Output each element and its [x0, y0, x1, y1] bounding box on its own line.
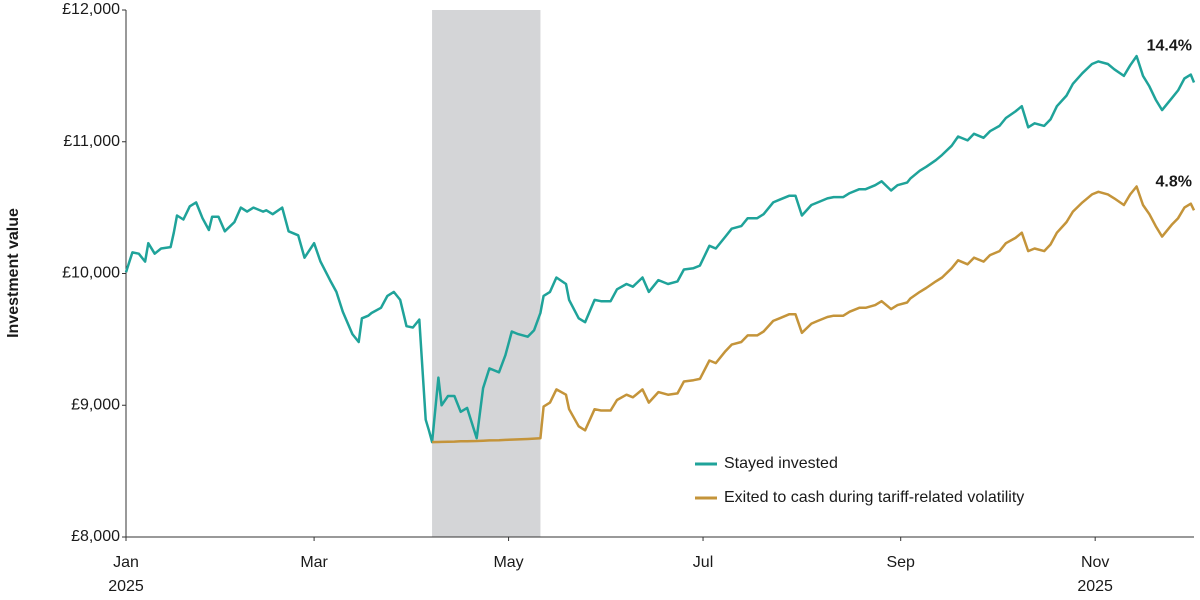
- x-tick-label: Sep: [886, 554, 915, 571]
- x-tick-label: Nov: [1081, 554, 1109, 571]
- legend-label: Stayed invested: [724, 455, 838, 472]
- x-tick-year: 2025: [1077, 578, 1113, 595]
- y-tick-label: £8,000: [71, 528, 120, 545]
- end-label: 4.8%: [1156, 173, 1192, 190]
- y-tick-label: £12,000: [62, 1, 120, 18]
- end-label: 14.4%: [1147, 38, 1192, 55]
- y-axis-label: Investment value: [5, 208, 22, 338]
- y-tick-label: £10,000: [62, 265, 120, 282]
- x-tick-label: May: [493, 554, 523, 571]
- x-tick-label: Jul: [693, 554, 713, 571]
- series-line: [124, 54, 1196, 444]
- x-tick-label: Jan: [113, 554, 139, 571]
- x-tick-year: 2025: [108, 578, 144, 595]
- y-tick-label: £11,000: [63, 133, 120, 150]
- y-tick-label: £9,000: [71, 396, 120, 413]
- series-line: [432, 185, 1196, 444]
- legend-label: Exited to cash during tariff-related vol…: [724, 489, 1024, 506]
- highlight-band: [432, 10, 541, 537]
- x-tick-label: Mar: [300, 554, 328, 571]
